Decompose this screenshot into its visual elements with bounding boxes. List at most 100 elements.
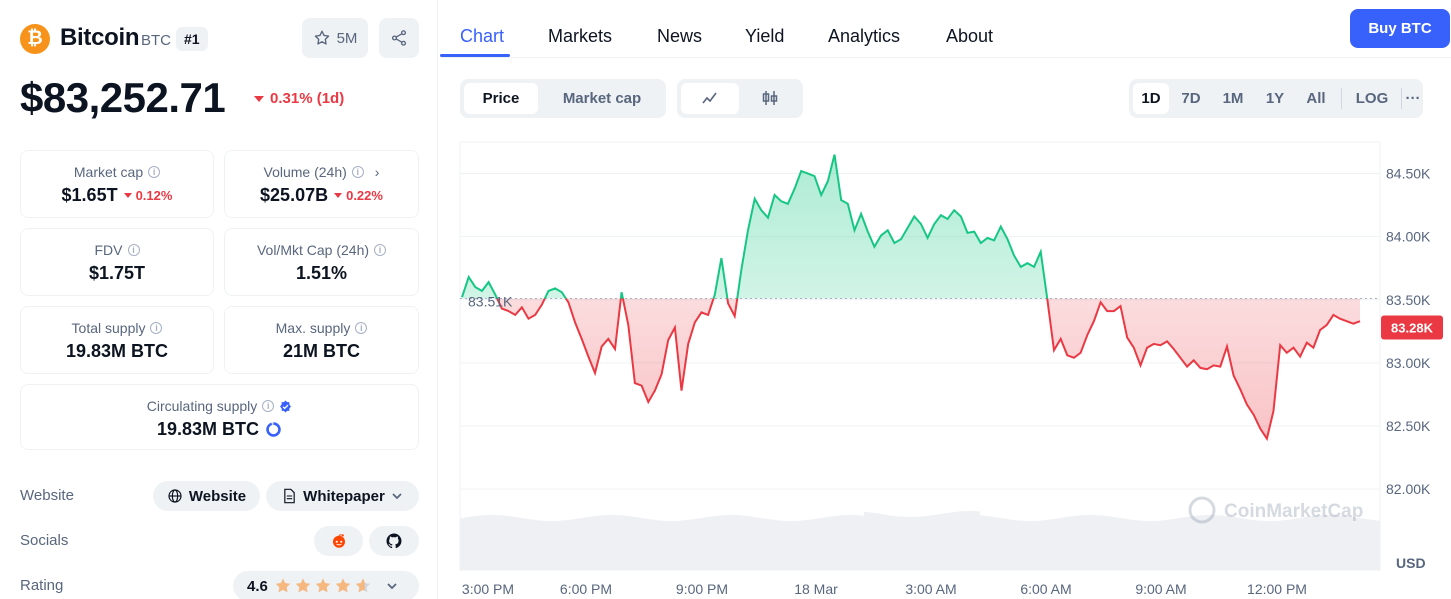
rating-dropdown[interactable]: 4.6 [233, 571, 419, 599]
reddit-icon [332, 534, 345, 548]
info-icon[interactable]: i [127, 244, 140, 256]
volume-bar [1076, 515, 1080, 570]
y-tick-label: 83.00K [1386, 355, 1431, 371]
volume-bar [1268, 520, 1272, 570]
volume-bar [972, 511, 976, 570]
share-button[interactable] [379, 18, 419, 58]
volume-bar [960, 511, 964, 570]
volume-bar [752, 516, 756, 570]
candlestick-chart-button[interactable] [741, 83, 799, 114]
info-icon[interactable]: i [355, 322, 368, 334]
volume-bar [848, 515, 852, 570]
volume-bar [1336, 515, 1340, 570]
info-icon[interactable]: i [351, 166, 364, 178]
range-7d-button[interactable]: 7D [1181, 90, 1201, 107]
volume-bar [816, 518, 820, 570]
x-tick-label: 12:00 PM [1247, 581, 1307, 597]
volume-box[interactable]: Volume (24h) i › $25.07B 0.22% [224, 150, 419, 218]
range-1y-button[interactable]: 1Y [1265, 90, 1285, 107]
circulating-supply-box: Circulating supply i 19.83M BTC [20, 384, 419, 450]
chart-type-toggle: Price Market cap [460, 79, 666, 118]
whitepaper-dropdown[interactable]: Whitepaper [266, 481, 419, 511]
volume-bar [600, 515, 604, 570]
volume-bar [860, 515, 864, 570]
volume-bar [496, 515, 500, 570]
volume-bar [804, 520, 808, 570]
total-supply-box: Total supply i 19.83M BTC [20, 306, 214, 374]
volume-bar [880, 514, 884, 570]
volume-bar [1140, 520, 1144, 570]
price-line-down [495, 298, 1361, 442]
volume-bar [1048, 519, 1052, 570]
price-chart[interactable]: 82.00K 82.50K 83.00K 83.50K 84.00K 84.50K 83.5… [440, 130, 1451, 599]
chevron-right-icon[interactable]: › [374, 164, 380, 180]
range-1d-button[interactable]: 1D [1133, 83, 1169, 114]
volume-bar [896, 516, 900, 570]
buy-button[interactable]: Buy BTC [1350, 9, 1450, 48]
volume-bar [552, 520, 556, 570]
info-icon[interactable]: i [148, 166, 161, 178]
volume-bar [936, 514, 940, 570]
tab-chart[interactable]: Chart [460, 26, 505, 46]
volume-bar [768, 519, 772, 570]
volume-bar [912, 516, 916, 570]
log-scale-button[interactable]: LOG [1355, 90, 1389, 107]
volume-bar [1056, 518, 1060, 570]
volume-bar [1152, 520, 1156, 570]
volume-bar [888, 515, 892, 570]
github-button[interactable] [369, 526, 419, 556]
volume-bar [868, 512, 872, 570]
info-icon[interactable]: i [374, 244, 387, 256]
rating-stars [275, 578, 371, 593]
info-icon[interactable]: i [262, 400, 275, 412]
volume-bar [1040, 520, 1044, 570]
volume-bar [1104, 515, 1108, 570]
volume-bar [536, 520, 540, 570]
info-icon[interactable]: i [150, 322, 163, 334]
volume-bar [792, 520, 796, 570]
range-1m-button[interactable]: 1M [1222, 90, 1244, 107]
website-button[interactable]: Website [153, 481, 260, 511]
tab-yield[interactable]: Yield [745, 26, 785, 46]
volume-bar [664, 520, 668, 570]
volume-bar [1136, 520, 1140, 570]
price-toggle-button[interactable]: Price [464, 83, 538, 114]
max-supply-label: Max. supply [275, 320, 351, 336]
reddit-button[interactable] [314, 526, 363, 556]
volume-bar [984, 515, 988, 570]
time-range-selector: 1D 7D 1M 1Y All LOG ··· [1129, 79, 1423, 118]
tab-markets[interactable]: Markets [548, 26, 613, 46]
x-tick-label: 3:00 PM [462, 581, 514, 597]
watchlist-button[interactable]: 5M [302, 18, 368, 58]
volume-bar [944, 513, 948, 570]
volume-bar [628, 516, 632, 570]
volume-bar [968, 511, 972, 570]
volume-bar [1096, 515, 1100, 570]
chevron-down-icon [392, 493, 402, 500]
tab-analytics[interactable]: Analytics [828, 26, 901, 46]
fdv-box: FDV i $1.75T [20, 228, 214, 296]
volume-bar [504, 515, 508, 570]
range-all-button[interactable]: All [1306, 90, 1326, 107]
volume-bar [876, 513, 880, 570]
volume-bar [1256, 520, 1260, 570]
volume-bar [832, 516, 836, 570]
tab-news[interactable]: News [657, 26, 703, 46]
line-chart-button[interactable] [681, 83, 739, 114]
volume-bar [864, 511, 868, 570]
volume-bar [492, 515, 496, 570]
tab-about[interactable]: About [946, 26, 994, 46]
fdv-value: $1.75T [88, 263, 146, 283]
volume-bar [712, 516, 716, 570]
website-label: Website [20, 487, 74, 504]
more-options-button[interactable]: ··· [1405, 90, 1421, 107]
rating-value: 4.6 [247, 577, 268, 595]
star-icon [314, 30, 329, 45]
market-cap-toggle-button[interactable]: Market cap [562, 90, 642, 107]
x-tick-label: 18 Mar [794, 581, 838, 597]
watermark-text: CoinMarketCap [1224, 501, 1363, 522]
volume-bar [724, 515, 728, 570]
volume-bar [1024, 520, 1028, 570]
watchlist-count: 5M [336, 29, 358, 47]
volume-bar [1180, 517, 1184, 570]
